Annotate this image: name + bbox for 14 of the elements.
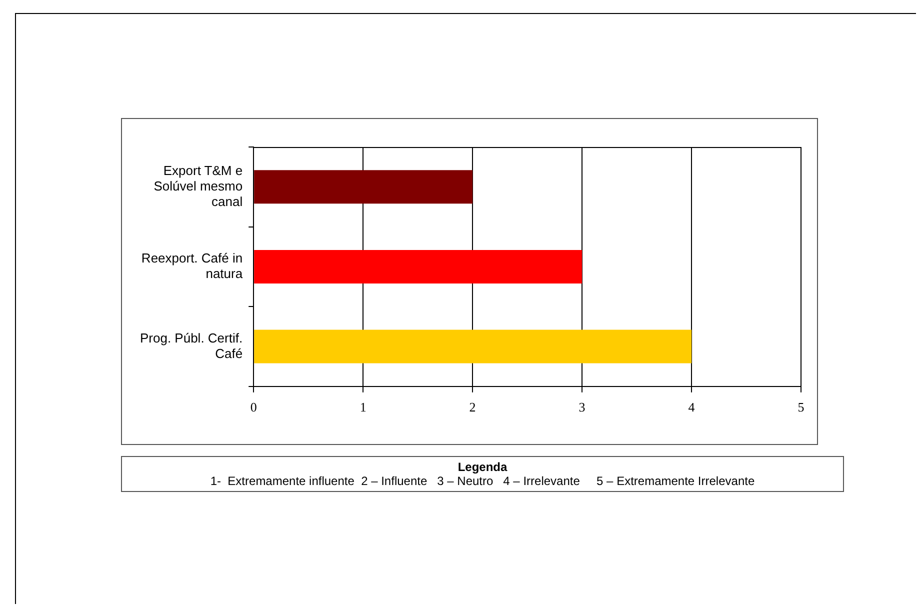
text: 1- Extremamente influente 2 – Influente 3 – Neutro 4 – Irrelevante 5 – Extremamente Irrelevante <box>209 474 756 488</box>
y-tick-label: Export T&M e Solúvel mesmo canal <box>154 162 243 210</box>
y-tick-label: Reexport. Café in natura <box>141 250 244 282</box>
x-tick-label: 0 <box>250 400 257 415</box>
x-tick-label: 3 <box>578 400 586 415</box>
bar <box>254 170 473 204</box>
x-tick-label: 4 <box>688 400 696 415</box>
y-tick-label: Prog. Públ. Certif. Café <box>140 330 243 361</box>
text: Legenda <box>456 460 508 474</box>
x-tick-label: 5 <box>798 400 804 415</box>
x-tick-label: 2 <box>469 400 476 415</box>
bar <box>254 330 692 364</box>
bar <box>254 250 582 284</box>
x-tick-label: 1 <box>360 400 366 415</box>
